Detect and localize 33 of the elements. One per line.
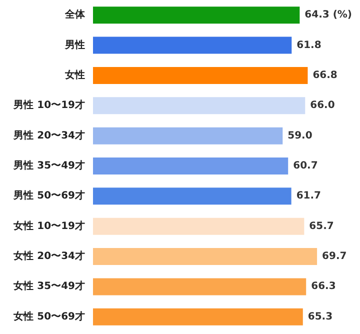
bar [93, 188, 292, 205]
y-tick-label: 女性 10〜19才 [12, 220, 85, 232]
bar [93, 66, 308, 84]
bar [93, 127, 283, 144]
data-label: 65.3 [308, 311, 333, 322]
data-label: 64.3 (%) [304, 10, 352, 21]
y-tick-label: 女性 [64, 68, 85, 81]
data-label: 69.7 [322, 251, 347, 262]
bar [93, 36, 292, 54]
data-label: 66.3 [311, 281, 336, 292]
data-label: 59.0 [288, 130, 312, 142]
y-tick-label: 女性 20〜34才 [12, 250, 85, 262]
y-tick-label: 男性 [64, 38, 85, 51]
bar [93, 308, 303, 326]
y-tick-label: 全体 [64, 8, 86, 21]
bar [93, 97, 306, 114]
bar [93, 278, 306, 296]
bar [93, 158, 288, 174]
y-tick-label: 女性 35〜49才 [12, 280, 85, 292]
y-tick-label: 男性 35〜49才 [12, 160, 85, 172]
y-tick-label: 男性 10〜19才 [12, 99, 85, 112]
bar [93, 6, 300, 24]
y-tick-label: 男性 20〜34才 [12, 129, 85, 142]
y-tick-label: 女性 50〜69才 [12, 310, 85, 322]
bar [93, 248, 318, 266]
y-tick-label: 男性 50〜69才 [12, 190, 85, 202]
data-label: 66.8 [312, 70, 338, 81]
data-label: 66.0 [310, 100, 335, 112]
bar [93, 218, 304, 235]
data-label: 61.7 [296, 190, 322, 202]
data-label: 60.7 [293, 160, 318, 172]
data-label: 61.8 [296, 40, 322, 51]
data-label: 65.7 [309, 220, 334, 232]
